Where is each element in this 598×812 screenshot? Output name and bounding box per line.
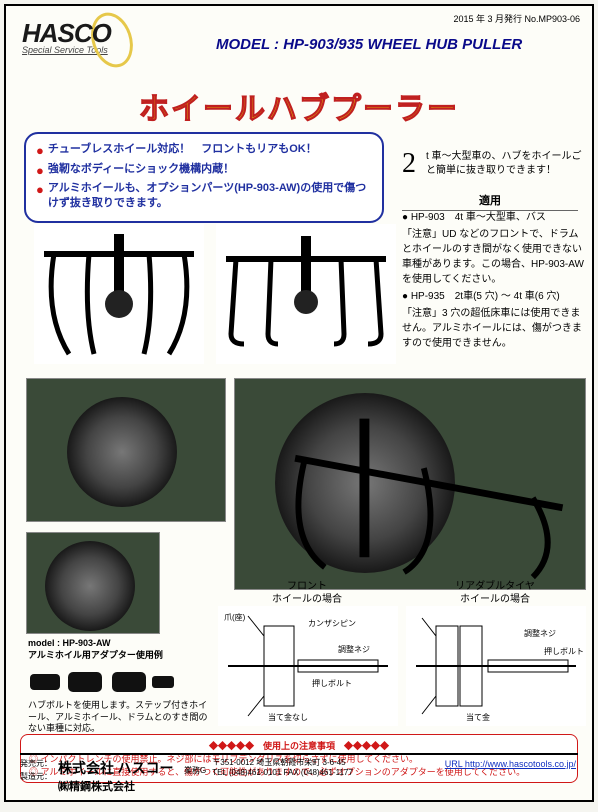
usage-photo-1	[26, 378, 226, 522]
diag-label: 調整ネジ	[524, 628, 556, 638]
application-title: 適用	[402, 192, 578, 211]
bullet-icon: ●	[36, 142, 44, 160]
app-line: 「注意」3 穴の超低床車には使用できません。アルミホイールには、傷がつきますので…	[402, 306, 586, 351]
wheel-icon	[67, 397, 177, 507]
app-line: HP-903 4t 車～大型車、バス	[402, 210, 586, 225]
footer-companies: 株式会社 ハスコー 業務G ㈱精鋼株式会社	[58, 758, 206, 794]
adapter-note: ハブボルトを使用します。ステップ付きホイール、アルミホイール、ドラムとのすき間の…	[28, 700, 208, 735]
diagram-front: 爪(座) カンザシピン 調整ネジ 押しボルト 当て金なし	[218, 606, 398, 726]
app-line: 「注意」UD などのフロントで、ドラムとホイールのすき間がなく使用できない車種が…	[402, 227, 586, 287]
feature-text: アルミホイールも、オプションパーツ(HP-903-AW)の使用で傷つけず抜き取り…	[48, 181, 372, 211]
aw-title: アルミホイル用アダプター使用例	[28, 650, 163, 660]
publication-date: 2015 年 3 月発行 No.MP903-06	[453, 12, 580, 25]
diag-label: 押しボルト	[312, 678, 352, 688]
footer-url[interactable]: URL http://www.hascotools.co.jp/	[445, 759, 576, 769]
footer-addr2: TEL (048)461-0101 FAX (048)461-1177	[212, 768, 353, 777]
diagram-title-rear: リアダブルタイヤ ホイールの場合	[410, 580, 580, 606]
footer-addr1: 〒351-0012 埼玉県朝霞市栄町 3-6-45	[212, 758, 345, 767]
diagram-rear-svg: 調整ネジ 押しボルト 当て金	[406, 606, 586, 726]
footer-company: 株式会社 ハスコー	[58, 762, 174, 777]
caution-title: ◆◆◆◆◆ 使用上の注意事項 ◆◆◆◆◆	[29, 739, 569, 752]
product-image-hp903	[34, 224, 204, 364]
application-text: HP-903 4t 車～大型車、バス 「注意」UD などのフロントで、ドラムとホ…	[402, 210, 586, 353]
usage-photo-3	[26, 532, 160, 634]
diagram-front-svg: 爪(座) カンザシピン 調整ネジ 押しボルト 当て金なし	[218, 606, 398, 726]
app-line: HP-935 2t車(5 穴) ～ 4t 車(6 穴)	[402, 289, 586, 304]
feature-item: ●チューブレスホイール対応！ フロントもリアもOK！	[36, 142, 372, 160]
main-title: ホイールハブプーラー	[6, 84, 592, 128]
diag-label: 当て金なし	[268, 712, 308, 722]
footer-division: 業務G	[184, 766, 206, 775]
diagram-title-front: フロント ホイールの場合	[222, 580, 392, 606]
wheel-icon	[45, 541, 135, 631]
footer-labels: 発売元： 製造元：	[20, 758, 58, 784]
bullet-icon: ●	[36, 162, 44, 180]
diag-label: 調整ネジ	[338, 644, 370, 654]
diag-label: 爪(座)	[224, 612, 246, 622]
logo: HASCO Special Service Tools	[22, 18, 202, 78]
puller-icon	[34, 224, 204, 364]
footer-address: 〒351-0012 埼玉県朝霞市栄町 3-6-45 TEL (048)461-0…	[212, 758, 353, 779]
feature-text: チューブレスホイール対応！ フロントもリアもOK！	[48, 142, 317, 160]
feature-item: ●アルミホイールも、オプションパーツ(HP-903-AW)の使用で傷つけず抜き取…	[36, 181, 372, 211]
feature-item: ●強靭なボディーにショック機構内蔵！	[36, 162, 372, 180]
puller-overlay-icon	[235, 379, 585, 589]
logo-text: HASCO	[22, 18, 202, 49]
product-image-hp935	[216, 224, 396, 364]
feature-text: 強靭なボディーにショック機構内蔵！	[48, 162, 234, 180]
page: 2015 年 3 月発行 No.MP903-06 HASCO Special S…	[4, 4, 594, 802]
aw-model: model : HP-903-AW	[28, 638, 111, 648]
footer-label-seller: 発売元：	[20, 759, 52, 768]
footer-label-maker: 製造元：	[20, 772, 52, 781]
diag-label: カンザシピン	[308, 619, 356, 628]
diagram-rear: 調整ネジ 押しボルト 当て金	[406, 606, 586, 726]
feature-box: ●チューブレスホイール対応！ フロントもリアもOK！ ●強靭なボディーにショック…	[24, 132, 384, 223]
footer: 発売元： 製造元： 株式会社 ハスコー 業務G ㈱精鋼株式会社 〒351-001…	[20, 753, 578, 794]
model-line: MODEL : HP-903/935 WHEEL HUB PULLER	[216, 36, 522, 53]
diag-label: 押しボルト	[544, 646, 584, 656]
puller-icon	[216, 224, 396, 364]
adapter-icon	[28, 668, 178, 696]
footer-manufacturer: ㈱精鋼株式会社	[58, 781, 135, 793]
lead-number: 2	[402, 148, 416, 180]
diag-label: 当て金	[466, 712, 490, 722]
bullet-icon: ●	[36, 181, 44, 211]
adapter-image	[28, 668, 178, 696]
aw-label: model : HP-903-AW アルミホイル用アダプター使用例	[28, 638, 188, 661]
lead-text: t 車～大型車の、ハブをホイールごと簡単に抜き取りできます！	[426, 150, 586, 178]
usage-photo-2	[234, 378, 586, 590]
